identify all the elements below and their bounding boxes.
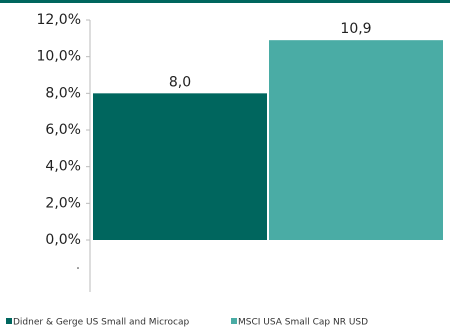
y-tick-label: 4,0%	[45, 159, 81, 175]
dot	[77, 267, 79, 269]
y-tick-label: 8,0%	[45, 85, 81, 101]
y-tick-label: 2,0%	[45, 195, 81, 211]
legend-swatch	[231, 318, 237, 324]
legend-label: Didner & Gerge US Small and Microcap	[13, 318, 189, 328]
legend-swatch	[6, 318, 12, 324]
top-rule	[0, 0, 450, 3]
y-tick-label: 6,0%	[45, 122, 81, 138]
y-tick-label: 12,0%	[37, 12, 81, 28]
legend-label: MSCI USA Small Cap NR USD	[238, 318, 368, 328]
value-label: 8,0	[169, 74, 191, 90]
y-tick-label: 10,0%	[37, 49, 81, 65]
value-label: 10,9	[340, 21, 371, 37]
bar	[93, 93, 267, 240]
y-tick-label: 0,0%	[45, 232, 81, 248]
bar	[269, 40, 443, 240]
